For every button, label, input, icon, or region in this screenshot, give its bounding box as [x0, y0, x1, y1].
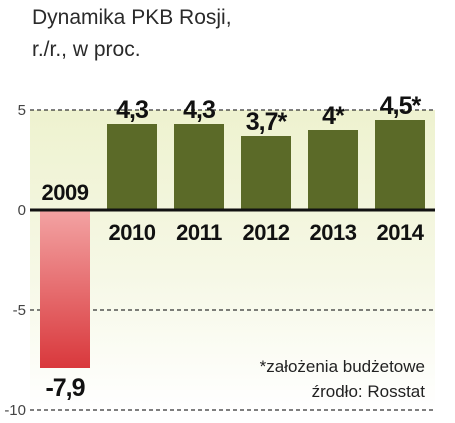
value-label: 4,5*	[380, 92, 422, 120]
bar-2012	[241, 136, 291, 210]
y-tick-label: 5	[18, 102, 26, 119]
labels: 2009 -7,9 2010 4,3 2011 4,3 2012 3,7* 2013 4* 2014…	[42, 92, 426, 402]
bars	[40, 120, 425, 368]
category-label: 2011	[176, 220, 222, 245]
y-tick-label: -10	[4, 402, 26, 419]
value-label: 4*	[322, 102, 345, 130]
grid-lines: 5 0 -5 -10	[4, 102, 435, 419]
bar-2009	[40, 210, 90, 368]
chart-title-line1: Dynamika PKB Rosji,	[32, 6, 232, 29]
category-label: 2014	[377, 220, 425, 245]
y-tick-label: -5	[13, 302, 26, 319]
chart-title-line2: r./r., w proc.	[32, 38, 141, 61]
value-label: -7,9	[45, 374, 84, 402]
y-tick-label: 0	[18, 202, 26, 219]
value-label: 4,3	[183, 96, 215, 124]
category-label: 2013	[310, 220, 357, 245]
bar-2014	[375, 120, 425, 210]
plot-background	[30, 110, 435, 410]
bar-2011	[174, 124, 224, 210]
budget-assumption-note: *założenia budżetowe	[260, 357, 425, 376]
category-label: 2010	[109, 220, 156, 245]
bar-2013	[308, 130, 358, 210]
category-label: 2012	[243, 220, 290, 245]
value-label: 3,7*	[246, 108, 288, 136]
source-note: źrodło: Rosstat	[312, 382, 426, 401]
value-label: 4,3	[116, 96, 148, 124]
bar-2010	[107, 124, 157, 210]
category-label: 2009	[42, 180, 89, 205]
